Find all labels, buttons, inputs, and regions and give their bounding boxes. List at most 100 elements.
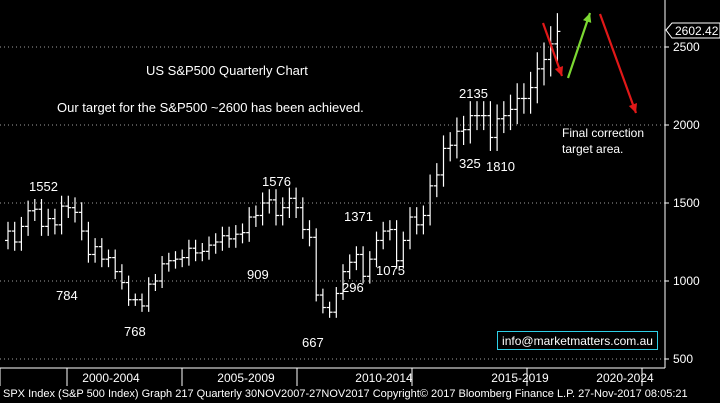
ohlc-bar [413,207,420,235]
x-axis: 2000-2004 2005-2009 2010-2014 2015-2019 2020… [0,367,665,386]
ohlc-bar [199,243,206,262]
price-annotation: 1075 [376,263,405,278]
ohlc-bar [239,223,246,244]
price-annotation: 1576 [262,174,291,189]
ohlc-bar [192,239,199,262]
x-tick-label: 2015-2019 [491,371,549,385]
ohlc-bar [105,249,112,268]
ohlc-bar [5,221,11,250]
ohlc-bar [480,101,487,131]
x-tick-label: 2020-2024 [596,371,654,385]
ohlc-bar [514,83,521,125]
ohlc-bar [51,208,58,235]
ohlc-bar [333,287,340,318]
ohlc-bar [11,221,18,251]
ohlc-bar [92,238,99,263]
ohlc-bar [346,254,353,280]
ohlc-bar [353,246,360,271]
ohlc-bar [494,104,501,151]
ohlc-bar [172,251,179,269]
y-tick-label: 1000 [673,274,700,288]
x-tick-label: 2005-2009 [217,371,275,385]
ohlc-bar [534,52,541,104]
ohlc-bar [38,198,45,236]
ohlc-bar [500,101,507,134]
ohlc-bar [266,189,273,214]
ohlc-bar [487,101,494,151]
y-tick-label: 500 [673,352,693,366]
last-price-tag: 2602.42 [665,22,720,39]
ohlc-bar [279,197,286,226]
y-tick-label: 2500 [673,40,700,54]
ohlc-bar [380,221,387,250]
ohlc-bar [18,216,25,251]
email-box: info@marketmatters.com.au [497,331,658,350]
ohlc-bar [420,205,427,235]
price-annotation: 784 [56,288,78,303]
ohlc-bar [306,220,313,247]
ohlc-bar [393,220,400,269]
ohlc-bar [246,207,253,242]
ohlc-bar [185,239,192,266]
last-price-label: 2602.42 [675,24,719,38]
y-tick-label: 1500 [673,196,700,210]
ohlc-bar [159,256,166,289]
price-annotation: 909 [247,267,269,282]
ohlc-bar [112,249,119,280]
price-annotation: 1371 [344,209,373,224]
ohlc-bar [554,13,561,62]
ohlc-bar [366,251,373,284]
y-tick-label: 2000 [673,118,700,132]
ohlc-bar [299,197,306,239]
ohlc-bar [400,231,407,269]
ohlc-bar [85,221,92,263]
price-annotation: 2135 [459,86,488,101]
footer-caption: SPX Index (S&P 500 Index) Graph 217 Quar… [0,386,720,403]
ohlc-bar [219,226,226,251]
ohlc-bar [58,195,65,235]
ohlc-bar [252,205,259,227]
price-annotation: 667 [302,335,324,350]
ohlc-bar [386,220,393,241]
price-annotation: 296 [342,280,364,295]
ohlc-bar [340,264,346,300]
ohlc-bar [286,187,293,218]
ohlc-bar [541,42,547,86]
chart-title: US S&P500 Quarterly Chart [146,63,308,78]
ohlc-bar [313,228,320,302]
ohlc-bar [407,207,413,250]
price-annotation: 1552 [29,179,58,194]
ohlc-bar [326,301,333,318]
ohlc-bar [165,252,172,272]
ohlc-bar [232,225,239,248]
ohlc-bar [447,132,454,162]
price-annotation: 1810 [486,159,515,174]
ohlc-bar [72,197,78,223]
ohlc-bar [319,288,326,314]
ohlc-bar [360,246,367,284]
y-axis: 500 1000 1500 2000 2500 [664,0,700,368]
ohlc-bar [212,233,219,254]
ohlc-bar [206,236,212,260]
red-arrow-down-2 [598,13,638,114]
chart-subtitle: Our target for the S&P500 ~2600 has been… [57,100,364,115]
x-tick-label: 2000-2004 [82,371,140,385]
ohlc-bar [125,275,132,306]
ohlc-bar [179,249,186,268]
ohlc-bar [145,277,152,312]
ohlc-bar [373,231,380,268]
red-arrow-down-1 [541,22,564,77]
ohlc-bar [259,192,266,226]
ohlc-bar [98,238,105,268]
ohlc-bar [226,226,233,248]
ohlc-bar [520,83,527,114]
projection-note-line-1: Final correction [562,126,644,140]
x-tick-label: 2010-2014 [355,371,413,385]
green-arrow-up [566,12,592,79]
price-annotation: 325 [459,156,481,171]
ohlc-bar [132,293,139,306]
projection-note-line-2: target area. [562,142,623,156]
ohlc-bar [118,264,125,290]
ohlc-bar [293,187,300,218]
